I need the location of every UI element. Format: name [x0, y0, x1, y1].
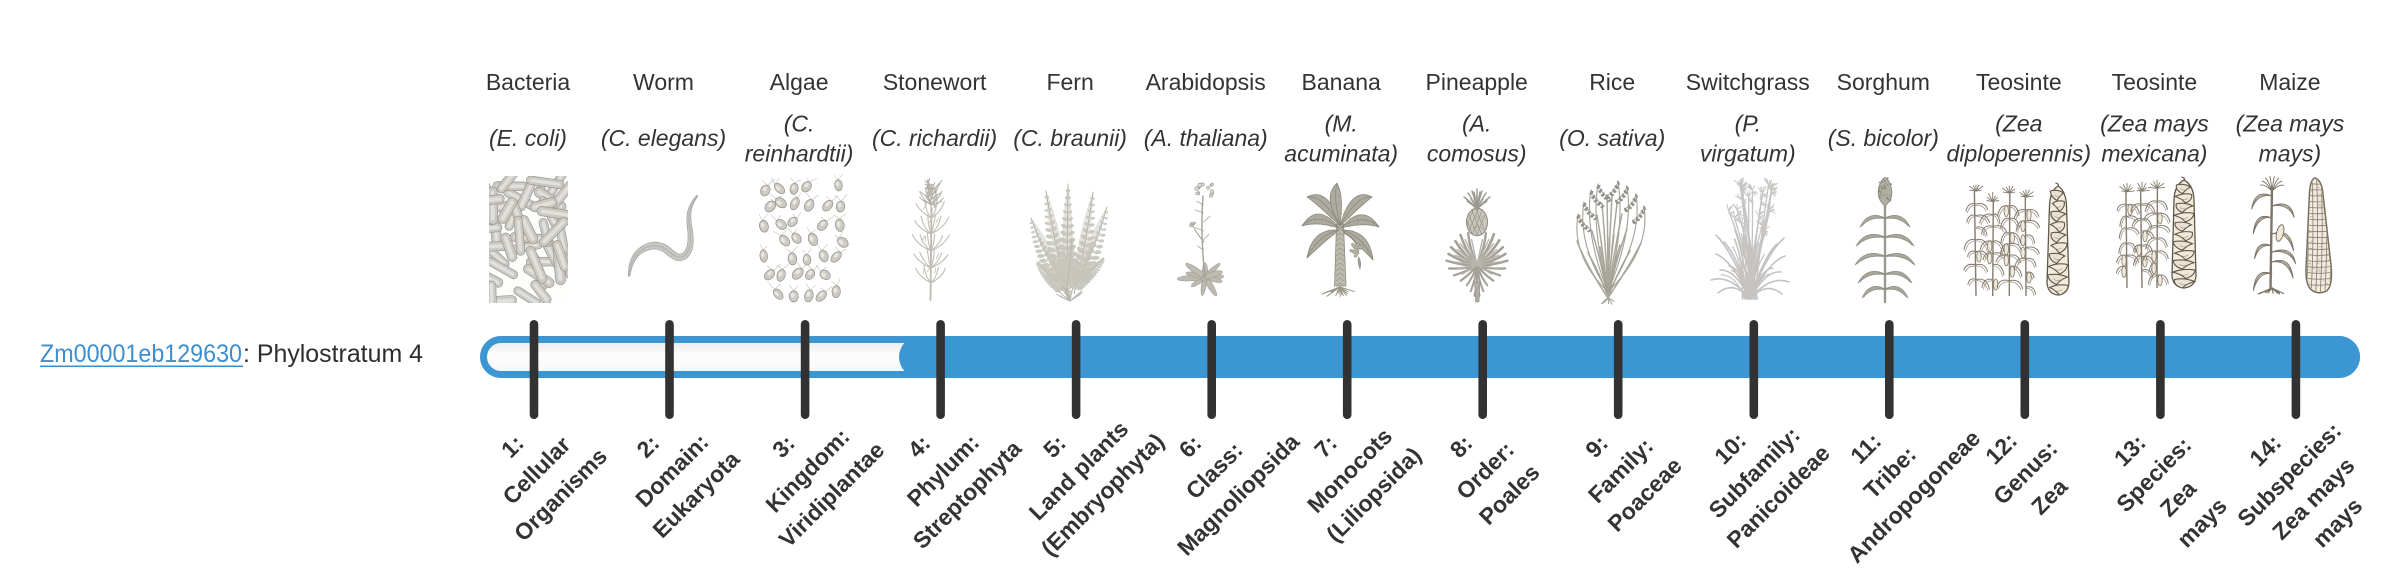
svg-text:mays): mays): [2259, 141, 2322, 167]
svg-text:(C. elegans): (C. elegans): [601, 125, 726, 151]
svg-text:Teosinte: Teosinte: [2112, 69, 2198, 95]
svg-text:(Zea mays: (Zea mays: [2236, 111, 2345, 137]
svg-text:(Zea mays: (Zea mays: [2100, 111, 2209, 137]
svg-text:Banana: Banana: [1302, 69, 1382, 95]
svg-text:: Phylostratum 4: : Phylostratum 4: [243, 340, 423, 368]
svg-text:(O. sativa): (O. sativa): [1559, 125, 1665, 151]
svg-text:Pineapple: Pineapple: [1426, 69, 1528, 95]
svg-text:(M.: (M.: [1325, 111, 1358, 137]
svg-text:(E. coli): (E. coli): [489, 125, 567, 151]
svg-text:Zm00001eb129630: Zm00001eb129630: [40, 340, 242, 368]
svg-text:(C.: (C.: [784, 111, 815, 137]
svg-text:virgatum): virgatum): [1700, 141, 1796, 167]
svg-text:Arabidopsis: Arabidopsis: [1146, 69, 1266, 95]
svg-text:Sorghum: Sorghum: [1837, 69, 1930, 95]
svg-text:Switchgrass: Switchgrass: [1686, 69, 1810, 95]
svg-text:comosus): comosus): [1427, 141, 1527, 167]
svg-text:Fern: Fern: [1046, 69, 1093, 95]
svg-text:(Zea: (Zea: [1995, 111, 2042, 137]
svg-text:Stonewort: Stonewort: [883, 69, 987, 95]
svg-text:2:Domain:Eukaryota: 2:Domain:Eukaryota: [599, 398, 744, 543]
svg-text:(A. thaliana): (A. thaliana): [1144, 125, 1268, 151]
svg-text:reinhardtii): reinhardtii): [745, 141, 854, 167]
svg-text:12:Genus:Zea: 12:Genus:Zea: [1964, 411, 2086, 533]
svg-text:8:Order:Poales: 8:Order:Poales: [1426, 411, 1545, 530]
svg-text:diploperennis): diploperennis): [1947, 141, 2091, 167]
svg-text:13:Species:Zeamays: 13:Species:Zeamays: [2087, 408, 2244, 565]
svg-text:14:Subspecies:Zea maysmays: 14:Subspecies:Zea maysmays: [2208, 393, 2394, 579]
svg-text:Teosinte: Teosinte: [1976, 69, 2062, 95]
svg-text:(A.: (A.: [1462, 111, 1491, 137]
svg-text:mexicana): mexicana): [2101, 141, 2207, 167]
svg-text:(C. braunii): (C. braunii): [1013, 125, 1127, 151]
svg-text:(P.: (P.: [1735, 111, 1761, 137]
svg-text:acuminata): acuminata): [1284, 141, 1398, 167]
svg-text:Maize: Maize: [2259, 69, 2320, 95]
svg-text:Worm: Worm: [633, 69, 694, 95]
svg-text:9:Family:Poaceae: 9:Family:Poaceae: [1554, 404, 1686, 536]
svg-text:Algae: Algae: [770, 69, 829, 95]
svg-text:Bacteria: Bacteria: [486, 69, 571, 95]
svg-text:(C. richardii): (C. richardii): [872, 125, 997, 151]
svg-text:(S. bicolor): (S. bicolor): [1828, 125, 1939, 151]
svg-text:Rice: Rice: [1589, 69, 1635, 95]
